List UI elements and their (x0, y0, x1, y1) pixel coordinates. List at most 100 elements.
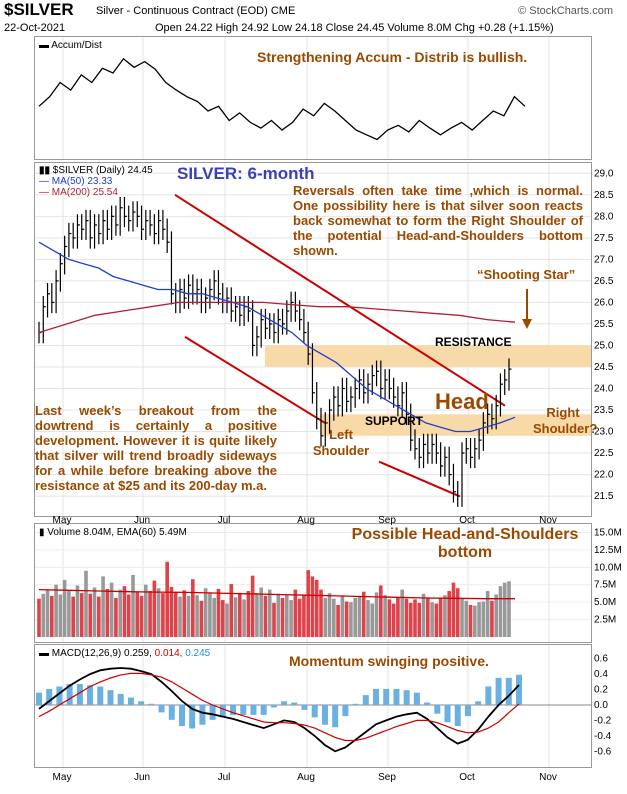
macd-histogram-bar (464, 705, 471, 717)
volume-bar (507, 581, 511, 637)
volume-bar (152, 580, 157, 637)
macd-histogram-bar (250, 705, 257, 715)
volume-bar (421, 593, 426, 637)
volume-ema-line (38, 588, 515, 600)
volume-bar (109, 582, 114, 637)
volume-bar (285, 595, 289, 637)
volume-bar (263, 595, 268, 637)
macd-histogram-bar (485, 686, 492, 705)
volume-bar (135, 592, 140, 637)
macd-histogram-bar (46, 688, 53, 705)
volume-bar (319, 589, 323, 637)
macd-histogram-bar (168, 705, 175, 720)
volume-bar (408, 602, 413, 637)
volume-bar (336, 604, 340, 637)
volume-bar (165, 561, 169, 637)
month-label-bottom: Sep (378, 772, 396, 783)
ma50-legend: — MA(50) 23.33 (39, 176, 113, 187)
volume-panel: ▮ Volume 8.04M, EMA(60) 5.49M Possible H… (34, 523, 592, 643)
volume-plot (35, 524, 591, 642)
volume-bar (494, 594, 498, 637)
volume-bar (225, 603, 229, 637)
macd-histogram-bar (117, 693, 124, 705)
macd-histogram-bar (362, 695, 369, 705)
price-tick-label: 21.5 (594, 491, 614, 502)
macd-histogram-bar (495, 677, 502, 705)
macd-tick-label: 0.2 (594, 685, 608, 696)
price-tick-label: 25.0 (594, 340, 614, 351)
volume-bar (203, 588, 208, 637)
macd-line-value: MACD(12,26,9) 0.259, (51, 648, 152, 659)
volume-bar (62, 579, 67, 637)
volume-bar (75, 585, 80, 637)
accdist-label-text: Accum/Dist (51, 40, 102, 51)
price-label: ▮▮ $SILVER (Daily) 24.45 (39, 165, 153, 176)
symbol-subtitle: Silver - Continuous Contract (EOD) CME (96, 5, 295, 17)
volume-bar (79, 593, 84, 637)
volume-bar (383, 595, 387, 637)
macd-histogram-bar (301, 705, 308, 710)
accdist-panel: ▬ Accum/Dist Strengthening Accum - Distr… (34, 36, 592, 160)
volume-bar (105, 588, 110, 637)
macd-histogram-bar (291, 702, 298, 705)
volume-bar (220, 600, 225, 637)
macd-histogram-bar (178, 705, 185, 726)
resistance-label: RESISTANCE (435, 335, 512, 349)
volume-bar (242, 599, 246, 637)
macd-tick-label: -0.6 (594, 746, 612, 757)
macd-histogram-bar (434, 705, 441, 714)
volume-bar (255, 593, 259, 637)
volume-bar (50, 595, 54, 637)
volume-label: ▮ Volume 8.04M, EMA(60) 5.49M (39, 527, 187, 538)
volume-bar (161, 593, 165, 637)
volume-bar (97, 596, 101, 637)
macd-histogram-bar (240, 705, 247, 715)
volume-bar (122, 586, 127, 637)
channel-line-lower-2 (378, 460, 460, 498)
price-tick-label: 28.0 (594, 211, 614, 222)
ma50-legend-text: MA(50) 23.33 (51, 176, 113, 187)
macd-histogram-bar (76, 684, 83, 705)
volume-bar (438, 597, 443, 637)
volume-bar (259, 587, 263, 637)
momentum-note: Momentum swinging positive. (289, 653, 489, 669)
volume-bar (250, 575, 255, 637)
volume-bar (71, 596, 75, 637)
macd-histogram-bar (230, 705, 237, 715)
channel-line-lower-1 (184, 335, 326, 424)
volume-bar (173, 591, 178, 637)
volume-bar (302, 594, 306, 637)
volume-bar (267, 589, 272, 637)
volume-bar (417, 602, 422, 637)
hs-bottom-note: Possible Head-and-Shoulders bottom (351, 526, 579, 561)
volume-bar (387, 599, 392, 637)
macd-histogram-bar (454, 705, 461, 726)
macd-tick-label: 0.0 (594, 700, 608, 711)
macd-plot (35, 645, 591, 767)
ma200-line (38, 301, 516, 334)
volume-bar (186, 595, 191, 637)
macd-histogram-bar (413, 692, 420, 705)
volume-bar (379, 585, 383, 637)
volume-tick-label: 10.0M (594, 562, 622, 573)
accdist-plot (38, 37, 550, 159)
volume-tick-label: 2.5M (594, 615, 616, 626)
price-title: SILVER: 6-month (177, 164, 315, 183)
volume-bar (54, 584, 58, 637)
head-label: Head (435, 389, 489, 414)
volume-bar (464, 600, 469, 637)
volume-bar (391, 603, 396, 637)
volume-label-text: Volume 8.04M, EMA(60) 5.49M (47, 527, 187, 538)
volume-bar (426, 597, 430, 637)
macd-histogram-bar (260, 705, 267, 715)
brand-watermark: © StockCharts.com (518, 5, 613, 17)
volume-bar (293, 589, 298, 637)
macd-histogram-bar (138, 701, 145, 705)
volume-tick-label: 5.0M (594, 597, 616, 608)
volume-bar (182, 590, 187, 637)
volume-bar (481, 601, 486, 637)
volume-bar (460, 597, 464, 637)
volume-bar (238, 593, 242, 637)
price-tick-label: 26.0 (594, 297, 614, 308)
month-label-bottom: May (53, 772, 72, 783)
